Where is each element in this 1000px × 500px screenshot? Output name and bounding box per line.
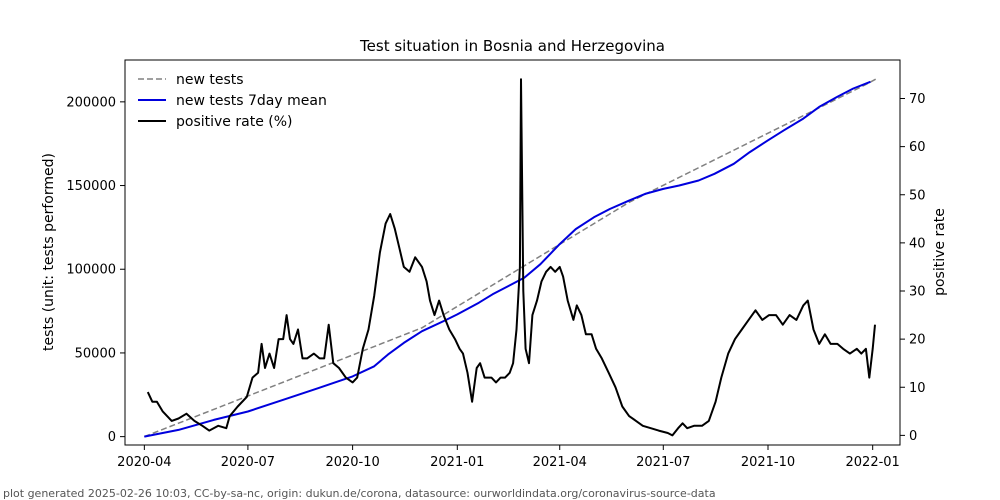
x-tick-label: 2020-07 xyxy=(221,455,275,470)
y2-tick-label: 30 xyxy=(909,285,926,300)
y2-tick-label: 60 xyxy=(909,140,926,155)
y2-tick-label: 10 xyxy=(909,381,926,396)
series-line-positive-rate xyxy=(146,78,876,437)
y-axis-right: 0 10 20 30 40 50 60 70 xyxy=(900,92,926,444)
series-layer xyxy=(144,77,878,438)
legend-label-new-tests: new tests xyxy=(176,72,244,88)
x-tick-label: 2020-04 xyxy=(117,455,171,470)
y2-axis-label: positive rate xyxy=(932,208,948,296)
y-tick-label: 0 xyxy=(108,430,116,445)
y2-tick-label: 40 xyxy=(909,236,926,251)
y2-tick-label: 20 xyxy=(909,333,926,348)
x-tick-label: 2022-01 xyxy=(846,455,900,470)
y2-tick-label: 50 xyxy=(909,188,926,203)
legend-label-new-tests-7day-mean: new tests 7day mean xyxy=(176,93,327,109)
y2-tick-label: 0 xyxy=(909,429,917,444)
series-line-new-tests-7day-mean xyxy=(144,80,871,438)
y-axis-left: 0 50000 100000 150000 200000 xyxy=(66,95,125,445)
series-line-new-tests xyxy=(144,77,878,438)
y-tick-label: 150000 xyxy=(66,179,116,194)
plot-frame xyxy=(124,59,901,446)
x-tick-label: 2021-10 xyxy=(741,455,795,470)
x-axis: 2020-04 2020-07 2020-10 2021-01 2021-04 2021-… xyxy=(117,445,900,470)
y-tick-label: 50000 xyxy=(75,346,116,361)
y2-tick-label: 70 xyxy=(909,92,926,107)
y-axis-label: tests (unit: tests performed) xyxy=(41,153,57,351)
legend: new tests new tests 7day mean positive rat… xyxy=(138,72,327,130)
y-tick-label: 200000 xyxy=(66,95,116,110)
x-tick-label: 2020-10 xyxy=(325,455,379,470)
y-tick-label: 100000 xyxy=(66,263,116,278)
chart-title: Test situation in Bosnia and Herzegovina xyxy=(359,37,665,55)
x-tick-label: 2021-01 xyxy=(430,455,484,470)
footer-note: plot generated 2025-02-26 10:03, CC-by-s… xyxy=(3,487,716,500)
legend-label-positive-rate: positive rate (%) xyxy=(176,114,292,130)
x-tick-label: 2021-07 xyxy=(636,455,690,470)
x-tick-label: 2021-04 xyxy=(533,455,587,470)
